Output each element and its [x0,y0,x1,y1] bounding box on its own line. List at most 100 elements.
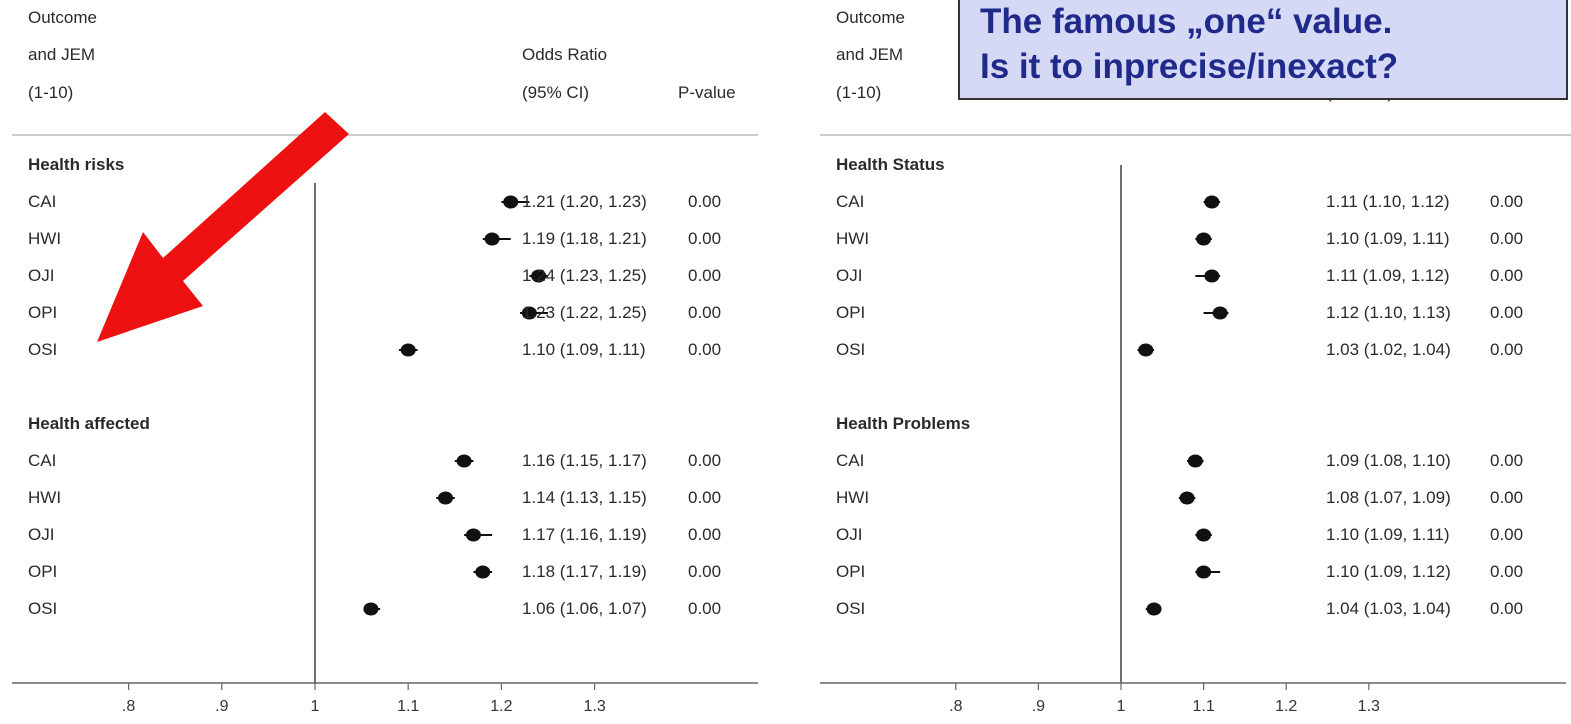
header-rule [12,134,758,136]
row-ci-text: 1.11 (1.09, 1.12) [1326,266,1450,285]
outcome-header-line1: Outcome [28,8,97,27]
row-p-value: 0.00 [688,303,722,322]
row-label: OSI [28,340,58,359]
row-label: OJI [28,266,55,285]
odds-ratio-marker [1212,306,1228,320]
row-label: CAI [28,192,57,211]
row-ci-text: 1.08 (1.07, 1.09) [1326,488,1451,507]
row-ci-text: 1.14 (1.13, 1.15) [522,488,647,507]
x-tick-label: 1.1 [1192,698,1214,715]
x-tick-label: .8 [122,698,135,715]
outcome-header-line3: (1-10) [836,83,882,102]
row-ci-text: 1.23 (1.22, 1.25) [522,303,647,322]
x-tick-label: .9 [1032,698,1045,715]
row-label: CAI [836,192,865,211]
x-tick-label: 1 [1117,698,1126,715]
row-p-value: 0.00 [688,562,722,581]
x-tick-label: .8 [949,698,962,715]
odds-ratio-marker [456,454,472,468]
row-ci-text: 1.10 (1.09, 1.12) [1326,562,1451,581]
odds-ratio-marker [475,565,491,579]
row-p-value: 0.00 [1490,266,1524,285]
row-label: OPI [836,303,866,322]
x-tick-label: 1 [311,698,320,715]
odds-ratio-marker [521,306,537,320]
outcome-header-line2: and JEM [836,45,904,64]
odds-ratio-marker [1196,528,1212,542]
header-rule [820,134,1571,136]
callout-line1: The famous „one“ value. [980,2,1393,41]
odds-ratio-marker [1196,565,1212,579]
forest-plot-right-svg: .8 .9 1 1.1 1.2 1.3 [820,165,1566,715]
x-tick-label: 1.3 [583,698,605,715]
row-ci-text: 1.19 (1.18, 1.21) [522,229,647,248]
group-heading: Health Problems [836,414,971,433]
odds-ratio-marker [465,528,481,542]
odds-ratio-marker [363,602,379,616]
row-ci-text: 1.10 (1.09, 1.11) [1326,525,1450,544]
row-p-value: 0.00 [1490,229,1524,248]
x-tick-label: 1.2 [490,698,512,715]
row-p-value: 0.00 [1490,525,1524,544]
odds-ratio-marker [1204,195,1220,209]
odds-ratio-marker [1146,602,1162,616]
row-label: OSI [28,599,58,618]
row-label: HWI [836,229,870,248]
callout-line2: Is it to inprecise/inexact? [980,47,1399,86]
row-p-value: 0.00 [688,192,722,211]
row-label: OJI [836,525,863,544]
outcome-header-line1: Outcome [836,8,905,27]
row-p-value: 0.00 [1490,599,1524,618]
odds-ratio-marker [400,343,416,357]
row-ci-text: 1.18 (1.17, 1.19) [522,562,647,581]
x-tick-label: 1.2 [1275,698,1297,715]
row-ci-text: 1.03 (1.02, 1.04) [1326,340,1451,359]
group-heading: Health affected [28,414,150,433]
row-p-value: 0.00 [688,488,722,507]
row-label: OJI [836,266,863,285]
row-p-value: 0.00 [688,229,722,248]
outcome-header-line2: and JEM [28,45,96,64]
row-label: HWI [28,488,62,507]
odds-ratio-marker [484,232,500,246]
row-ci-text: 1.10 (1.09, 1.11) [522,340,646,359]
row-ci-text: 1.09 (1.08, 1.10) [1326,451,1451,470]
row-p-value: 0.00 [1490,488,1524,507]
row-p-value: 0.00 [1490,562,1524,581]
annotation-callout: The famous „one“ value. Is it to inpreci… [958,0,1568,100]
row-p-value: 0.00 [1490,192,1524,211]
odds-ratio-marker [1179,491,1195,505]
forest-plot-left-svg: .8 .9 1 1.1 1.2 1.3 [12,183,758,715]
row-p-value: 0.00 [688,266,722,285]
row-p-value: 0.00 [688,340,722,359]
red-arrow-icon [97,112,349,342]
x-tick-label: .9 [215,698,228,715]
row-label: OSI [836,599,866,618]
outcome-header-line3: (1-10) [28,83,74,102]
row-ci-text: 1.11 (1.10, 1.12) [1326,192,1450,211]
row-label: OPI [836,562,866,581]
row-ci-text: 1.04 (1.03, 1.04) [1326,599,1451,618]
row-label: HWI [836,488,870,507]
odds-ratio-header: Odds Ratio [522,45,608,64]
odds-ratio-marker [1204,269,1220,283]
forest-plot-right: Outcome and JEM (1-10) (95% CI) P-value … [808,0,1571,724]
row-p-value: 0.00 [1490,340,1524,359]
row-ci-text: 1.17 (1.16, 1.19) [522,525,647,544]
row-label: CAI [836,451,865,470]
odds-ratio-marker [1196,232,1212,246]
odds-ratio-marker [437,491,453,505]
row-label: OJI [28,525,55,544]
row-p-value: 0.00 [688,599,722,618]
odds-ratio-marker [1138,343,1154,357]
row-ci-text: 1.16 (1.15, 1.17) [522,451,647,470]
ci-header: (95% CI) [522,83,590,102]
x-tick-label: 1.1 [397,698,419,715]
group-heading: Health risks [28,155,125,174]
odds-ratio-marker [1187,454,1203,468]
row-ci-text: 1.12 (1.10, 1.13) [1326,303,1451,322]
row-label: OSI [836,340,866,359]
x-tick-label: 1.3 [1358,698,1380,715]
forest-plot-left: Outcome and JEM (1-10) Odds Ratio (95% C… [0,0,760,724]
row-ci-text: 1.06 (1.06, 1.07) [522,599,647,618]
